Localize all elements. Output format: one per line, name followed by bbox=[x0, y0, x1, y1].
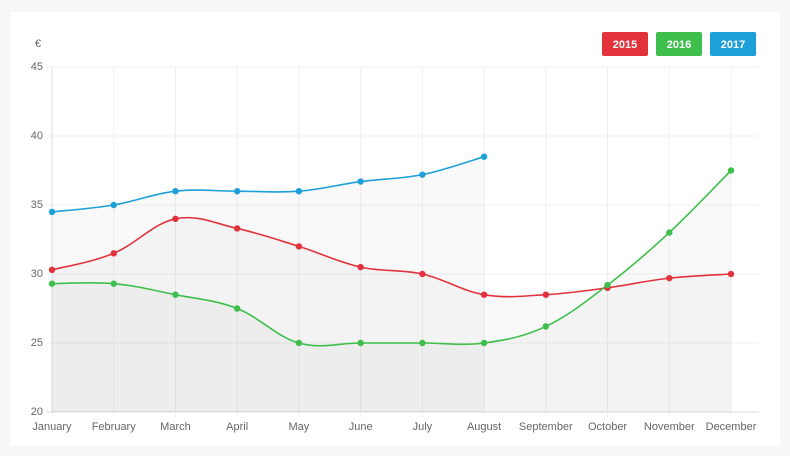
legend-button[interactable] bbox=[602, 32, 648, 56]
data-point bbox=[110, 280, 117, 287]
data-point bbox=[542, 291, 550, 298]
data-point bbox=[419, 270, 426, 278]
y-tick-label: 30 bbox=[31, 268, 43, 280]
y-axis-unit: € bbox=[35, 38, 41, 50]
legend-label[interactable]: 2017 bbox=[721, 39, 745, 51]
data-point bbox=[357, 263, 364, 271]
x-tick-label: February bbox=[92, 421, 137, 433]
data-point bbox=[233, 225, 241, 232]
data-point bbox=[666, 229, 673, 236]
data-point bbox=[172, 188, 179, 195]
chart-card bbox=[10, 12, 780, 446]
data-point bbox=[419, 171, 426, 178]
x-tick-label: October bbox=[588, 421, 627, 433]
legend-button[interactable] bbox=[656, 32, 702, 56]
x-tick-label: November bbox=[644, 421, 695, 433]
data-point bbox=[480, 291, 488, 298]
data-point bbox=[357, 178, 364, 185]
data-point bbox=[727, 167, 735, 174]
x-tick-label: January bbox=[32, 421, 72, 433]
data-point bbox=[110, 250, 117, 257]
x-tick-label: March bbox=[160, 421, 191, 433]
data-point bbox=[357, 339, 364, 347]
x-tick-label: May bbox=[289, 421, 310, 433]
data-point bbox=[666, 274, 673, 282]
data-point bbox=[110, 201, 117, 209]
data-point bbox=[233, 305, 241, 312]
data-point bbox=[233, 188, 241, 195]
data-point bbox=[419, 339, 426, 347]
legend-label[interactable]: 2015 bbox=[613, 39, 637, 51]
data-point bbox=[727, 270, 735, 278]
data-point bbox=[295, 243, 303, 250]
x-tick-label: August bbox=[467, 421, 501, 433]
data-point bbox=[48, 208, 56, 216]
y-tick-label: 35 bbox=[31, 199, 43, 211]
data-point bbox=[295, 339, 303, 347]
data-point bbox=[480, 339, 488, 347]
x-tick-label: July bbox=[413, 421, 433, 433]
data-point bbox=[172, 291, 179, 298]
data-point bbox=[48, 280, 56, 287]
data-point bbox=[295, 188, 303, 195]
x-tick-label: June bbox=[349, 421, 373, 433]
data-point bbox=[48, 266, 56, 274]
x-tick-label: September bbox=[519, 421, 573, 433]
y-tick-label: 45 bbox=[31, 61, 43, 73]
legend-button[interactable] bbox=[710, 32, 756, 56]
x-tick-label: April bbox=[226, 421, 248, 433]
y-tick-label: 20 bbox=[31, 406, 43, 418]
legend-label[interactable]: 2016 bbox=[667, 39, 691, 51]
data-point bbox=[480, 153, 488, 160]
x-tick-label: December bbox=[706, 421, 757, 433]
y-tick-label: 25 bbox=[31, 337, 43, 349]
data-point bbox=[172, 215, 179, 222]
y-tick-label: 40 bbox=[31, 130, 43, 142]
data-point bbox=[604, 281, 611, 289]
data-point bbox=[542, 323, 550, 330]
